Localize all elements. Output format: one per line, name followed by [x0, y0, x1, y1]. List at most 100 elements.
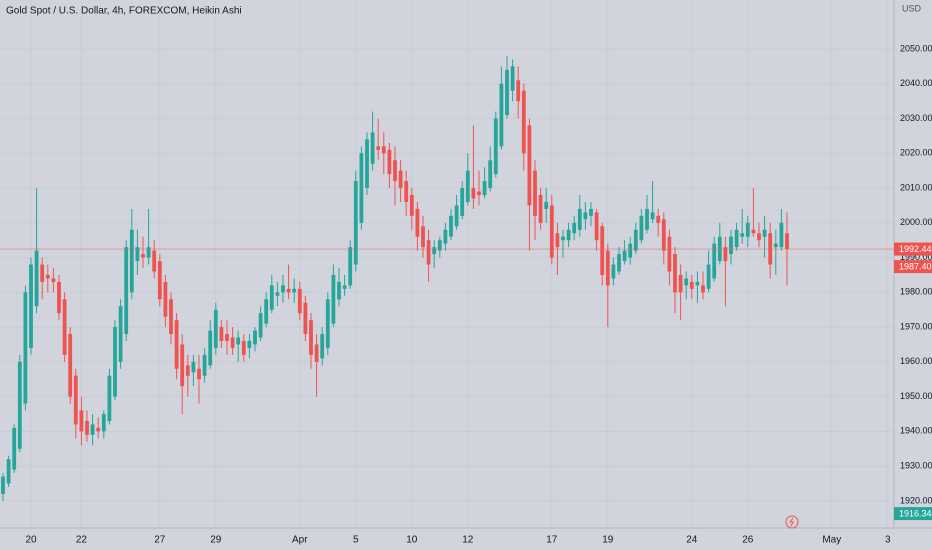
y-tick-label: 1980.00 — [900, 287, 932, 297]
candle-body — [645, 208, 649, 230]
candle-body — [734, 229, 739, 248]
candle-body — [426, 240, 431, 265]
candle-body — [107, 375, 112, 421]
labels: 1920.00 1930.00 1940.00 1950.00 1960.00 1970.… — [25, 43, 932, 546]
candle-body — [538, 195, 543, 223]
candle-body — [174, 320, 179, 369]
candle-body — [40, 264, 45, 282]
candle-body — [57, 281, 61, 314]
candle-body — [488, 160, 493, 189]
candle-body — [34, 250, 39, 307]
candle-body — [493, 118, 498, 175]
candle-body — [253, 330, 257, 345]
candle-body — [258, 313, 263, 338]
candle-body — [622, 250, 627, 262]
price-label: 1916.34 — [899, 508, 932, 518]
x-tick-label: 27 — [154, 535, 166, 546]
candle-body — [589, 208, 593, 216]
candle-body — [404, 181, 409, 202]
candle-body — [617, 254, 621, 272]
candle-body — [443, 229, 448, 244]
y-tick-label: 2050.00 — [900, 43, 932, 53]
candle-body — [633, 229, 638, 251]
candle-body — [381, 146, 386, 154]
candle-body — [628, 243, 633, 258]
candle-body — [337, 281, 341, 300]
candle-body — [482, 181, 487, 195]
y-tick-label: 2040.00 — [900, 78, 932, 88]
candle-body — [432, 247, 437, 255]
candle-body — [555, 233, 560, 248]
candle-body — [348, 247, 353, 286]
candle-body — [45, 274, 50, 279]
candle-body — [505, 69, 509, 116]
candle-body — [516, 80, 521, 102]
candle-body — [779, 222, 784, 248]
candle-body — [51, 278, 56, 282]
candle-body — [689, 281, 694, 289]
candle-body — [359, 153, 364, 223]
x-tick-label: 12 — [462, 535, 474, 546]
candle-body — [96, 427, 101, 432]
x-tick-label: 17 — [546, 535, 558, 546]
candle-body — [325, 299, 330, 348]
candle-body — [118, 306, 123, 362]
y-tick-label: 2010.00 — [900, 182, 932, 192]
y-tick-label: 1930.00 — [900, 460, 932, 470]
candle-body — [85, 420, 89, 435]
candle-body — [398, 170, 403, 189]
candle-body — [17, 361, 22, 449]
candle-body — [460, 188, 465, 216]
candle-body — [521, 90, 526, 154]
candle-body — [241, 340, 246, 355]
x-tick-label: 24 — [686, 535, 698, 546]
x-tick-label: 20 — [25, 535, 37, 546]
y-tick-label: 2020.00 — [900, 148, 932, 158]
candle-body — [185, 365, 190, 376]
candle-body — [740, 233, 745, 237]
candle-body — [499, 83, 504, 147]
candle-body — [275, 292, 280, 296]
x-tick-label: 22 — [76, 535, 88, 546]
candle-body — [684, 278, 689, 286]
candle-body — [527, 125, 532, 206]
candle-body — [157, 261, 162, 300]
candle-body — [583, 212, 588, 220]
y-tick-label: 1990.00 — [900, 252, 932, 262]
candle-body — [303, 302, 308, 335]
candle-body — [79, 410, 84, 432]
grid — [0, 0, 894, 528]
y-tick-label: 1920.00 — [900, 495, 932, 505]
y-tick-label: 1960.00 — [900, 356, 932, 366]
y-tick-label: 2000.00 — [900, 217, 932, 227]
x-tick-label: May — [822, 535, 841, 546]
candle-body — [566, 229, 571, 241]
candle-body — [376, 146, 381, 150]
candle-body — [152, 250, 157, 272]
candle-body — [762, 229, 767, 237]
candle-body — [230, 337, 235, 348]
candles — [0, 55, 894, 501]
candle-body — [23, 292, 28, 404]
candle-body — [213, 309, 218, 348]
y-tick-label: 1950.00 — [900, 391, 932, 401]
candle-body — [477, 191, 481, 195]
candle-body — [191, 361, 196, 373]
candle-body — [437, 240, 442, 251]
x-tick-label: 3 — [885, 535, 891, 546]
replay-icon[interactable] — [785, 515, 799, 529]
candle-body — [370, 132, 375, 164]
candle-body — [141, 254, 145, 258]
candle-body — [208, 330, 213, 366]
candle-body — [712, 243, 717, 279]
currency: USD — [902, 3, 922, 13]
candle-body — [236, 337, 241, 345]
candle-body — [309, 320, 313, 355]
candle-body — [297, 288, 302, 314]
candle-body — [113, 327, 117, 397]
candle-body — [269, 285, 274, 310]
candle-body — [465, 170, 470, 202]
